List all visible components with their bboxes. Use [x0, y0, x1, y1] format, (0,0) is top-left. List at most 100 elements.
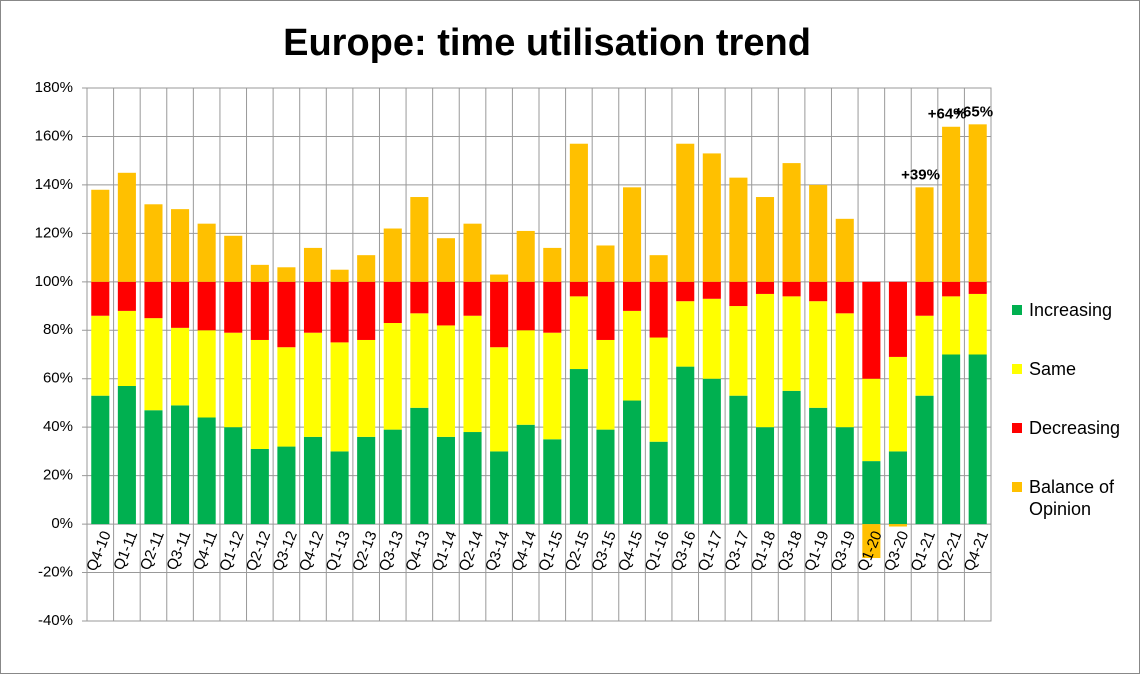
bar-segment — [915, 281, 934, 316]
bar-segment — [303, 247, 323, 282]
bar-segment — [463, 315, 482, 433]
legend-item: Decreasing — [1012, 417, 1137, 439]
bar-segment — [835, 218, 854, 282]
bar-segment — [942, 126, 961, 282]
bar-segment — [144, 318, 163, 411]
bar-segment — [702, 153, 721, 282]
bar-segment — [436, 238, 455, 282]
bar-segment — [516, 281, 535, 331]
bar-segment — [277, 281, 296, 348]
bar-segment — [144, 410, 163, 525]
bar-segment — [490, 281, 509, 348]
bar-segment — [543, 439, 562, 525]
bar-segment — [224, 235, 243, 282]
bar-segment — [862, 378, 881, 462]
bar-segment — [543, 281, 562, 333]
bar-segment — [968, 281, 987, 294]
bar-segment — [862, 461, 881, 525]
bar-segment — [968, 293, 987, 355]
bar-segment — [117, 281, 136, 311]
bar-segment — [782, 163, 801, 282]
bar-segment — [436, 325, 455, 437]
bar-segment — [835, 281, 854, 314]
bar-segment — [676, 143, 695, 282]
bar-segment — [117, 385, 136, 525]
bar-segment — [623, 281, 642, 311]
y-tick-label: 160% — [35, 127, 73, 144]
bar-segment — [357, 339, 376, 437]
legend-item: Same — [1012, 358, 1137, 380]
bar-segment — [463, 432, 482, 525]
bar-segment — [383, 323, 402, 430]
bar-segment — [809, 407, 828, 525]
bar-segment — [383, 281, 402, 324]
bar-segment — [171, 405, 190, 525]
bar-segment — [277, 347, 296, 447]
bar-segment — [623, 310, 642, 401]
bar-segment — [702, 298, 721, 379]
bar-segment — [755, 293, 775, 428]
y-tick-label: -20% — [38, 564, 73, 581]
bar-segment — [649, 281, 668, 338]
bar-segment — [144, 204, 163, 282]
bar-segment — [91, 315, 110, 396]
bar-segment — [463, 223, 482, 282]
y-tick-label: 120% — [35, 224, 73, 241]
bar-segment — [197, 223, 216, 282]
bar-segment — [809, 301, 828, 408]
bar-segment — [702, 378, 721, 525]
bar-segment — [623, 187, 642, 282]
bar-segment — [490, 451, 509, 525]
data-label: +64% — [928, 106, 967, 123]
bar-segment — [250, 281, 269, 340]
bar-segment — [91, 189, 110, 282]
bar-segment — [915, 395, 934, 525]
bar-segment — [197, 330, 216, 418]
bar-segment — [676, 301, 695, 367]
bar-segment — [569, 281, 588, 297]
bar-segment — [835, 427, 854, 525]
bar-segment — [357, 436, 376, 525]
bar-segment — [729, 281, 748, 307]
y-tick-label: 180% — [35, 79, 73, 96]
y-tick-label: 20% — [43, 467, 73, 484]
bar-segment — [117, 310, 136, 386]
bar-segment — [569, 296, 588, 370]
legend-label: Decreasing — [1029, 418, 1121, 438]
bar-segment — [250, 448, 269, 525]
bar-segment — [171, 327, 190, 406]
bar-segment — [888, 524, 907, 527]
bar-segment — [676, 366, 695, 525]
legend-label: Same — [1029, 359, 1077, 379]
bar-segment — [543, 332, 562, 440]
bar-segment — [915, 315, 934, 396]
legend-swatch — [1012, 482, 1022, 492]
chart-title: Europe: time utilisation trend — [283, 22, 811, 64]
bar-segment — [729, 177, 748, 282]
bar-segment — [171, 209, 190, 282]
bar-segment — [596, 429, 615, 525]
y-tick-label: 0% — [51, 515, 73, 532]
bar-segment — [516, 424, 535, 525]
bar-segment — [888, 281, 907, 357]
bar-segment — [330, 269, 349, 282]
bar-segment — [490, 347, 509, 452]
bar-segment — [330, 451, 349, 525]
bar-segment — [942, 281, 961, 297]
bar-segment — [516, 230, 535, 282]
y-tick-label: -40% — [38, 612, 73, 629]
bar-segment — [171, 281, 190, 328]
legend-swatch — [1012, 305, 1022, 315]
bar-segment — [197, 417, 216, 525]
bar-segment — [782, 296, 801, 391]
bar-segment — [649, 337, 668, 442]
bar-segment — [596, 245, 615, 282]
bar-segment — [330, 281, 349, 343]
bar-segment — [410, 197, 429, 282]
bar-segment — [197, 281, 216, 331]
y-tick-label: 100% — [35, 273, 73, 290]
bar-segment — [596, 281, 615, 340]
bar-segment — [729, 395, 748, 525]
